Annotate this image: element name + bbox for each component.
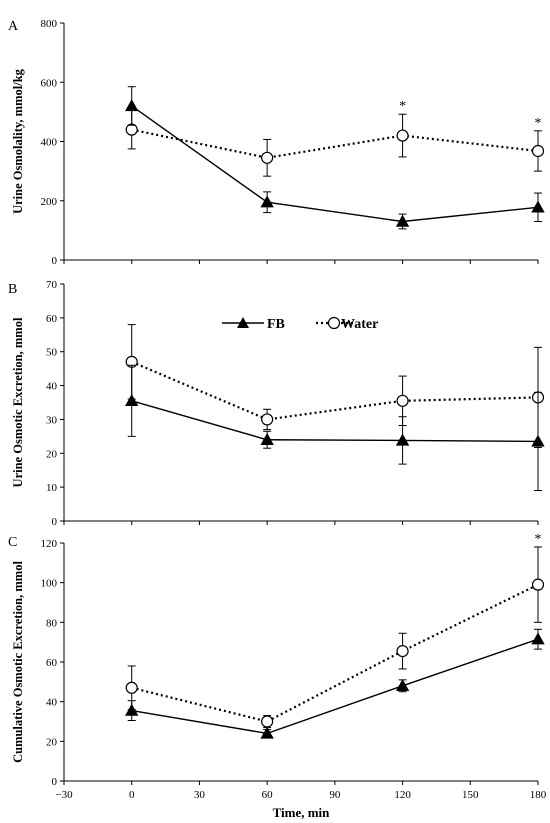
legend-marker-water: [327, 316, 341, 330]
data-point-water: [396, 644, 409, 658]
y-tick-label: 60: [46, 313, 58, 325]
x-tick-label: 60: [262, 789, 274, 801]
x-tick-label: −30: [55, 789, 73, 801]
y-tick-label: 80: [46, 617, 58, 629]
y-tick-label: 50: [46, 347, 58, 359]
data-point-water: [125, 123, 138, 136]
x-tick-label: 120: [394, 789, 411, 801]
data-point-fb: [125, 99, 139, 112]
x-tick-label: 150: [462, 789, 479, 801]
y-tick-label: 400: [41, 137, 58, 149]
legend-label-water: Water: [341, 317, 378, 332]
y-tick-label: 600: [41, 77, 58, 89]
data-point-fb: [531, 200, 545, 213]
series-line-fb: [131, 638, 539, 735]
data-point-fb: [125, 703, 139, 716]
y-tick-label: 800: [41, 18, 58, 30]
panel-label: C: [8, 535, 17, 550]
series-line-water: [131, 128, 539, 159]
data-point-water: [261, 151, 274, 164]
y-tick-label: 30: [46, 414, 58, 426]
data-point-water: [261, 715, 274, 728]
y-tick-label: 200: [41, 196, 58, 208]
x-tick-label: 180: [530, 789, 547, 801]
panel-b: B 0 10 20 30 40 50 60 70 Urine Osmotic Excretion,…: [8, 279, 545, 528]
series-line-water: [131, 583, 539, 723]
data-point-water: [531, 144, 545, 158]
panel-a: A 0 200 400 600 800 Urine Osmolality, mmol/kg *…: [8, 18, 545, 267]
data-point-fb: [395, 678, 410, 691]
data-point-fb: [260, 726, 274, 739]
y-tick-label: 20: [46, 736, 58, 748]
data-point-fb: [531, 434, 545, 447]
data-point-fb: [260, 195, 274, 208]
data-point-water: [125, 681, 138, 694]
y-tick-label: 100: [41, 578, 58, 590]
data-point-fb: [125, 393, 139, 407]
x-tick-label: 0: [129, 789, 135, 801]
data-point-water: [531, 578, 545, 591]
data-point-water: [261, 413, 274, 426]
y-axis-label: Urine Osmolality, mmol/kg: [11, 68, 25, 214]
series-line-fb: [131, 400, 539, 443]
data-point-water: [396, 394, 409, 407]
series-line-water: [131, 360, 539, 421]
data-point-fb: [395, 214, 410, 227]
y-tick-label: 0: [52, 255, 58, 267]
data-point-fb: [260, 432, 274, 445]
significance-marker: *: [535, 532, 542, 547]
x-axis-label: Time, min: [273, 805, 331, 820]
legend: FB Water: [222, 316, 378, 332]
y-tick-label: 40: [46, 381, 58, 393]
y-tick-label: 10: [46, 482, 58, 494]
y-tick-label: 0: [52, 776, 58, 788]
x-tick-label: 90: [329, 789, 341, 801]
legend-marker-fb: [237, 317, 249, 328]
y-tick-label: 40: [46, 697, 58, 709]
series-line-fb: [131, 105, 539, 223]
y-tick-label: 120: [41, 538, 58, 550]
data-point-fb: [395, 433, 410, 446]
legend-label-fb: FB: [267, 317, 285, 332]
significance-marker: *: [399, 99, 406, 114]
data-point-water: [396, 129, 409, 142]
y-tick-label: 20: [46, 448, 58, 460]
panel-label: B: [8, 282, 17, 297]
y-tick-label: 60: [46, 657, 58, 669]
y-axis-label: Urine Osmotic Excretion, mmol: [11, 317, 25, 487]
x-tick-label: 30: [194, 789, 206, 801]
y-tick-label: 0: [52, 516, 58, 528]
significance-marker: *: [535, 116, 542, 131]
data-point-fb: [531, 632, 545, 645]
y-tick-label: 70: [46, 279, 58, 291]
y-axis-label: Cumulative Osmotic Excretion, mmol: [11, 561, 25, 763]
panel-label: A: [8, 19, 19, 34]
